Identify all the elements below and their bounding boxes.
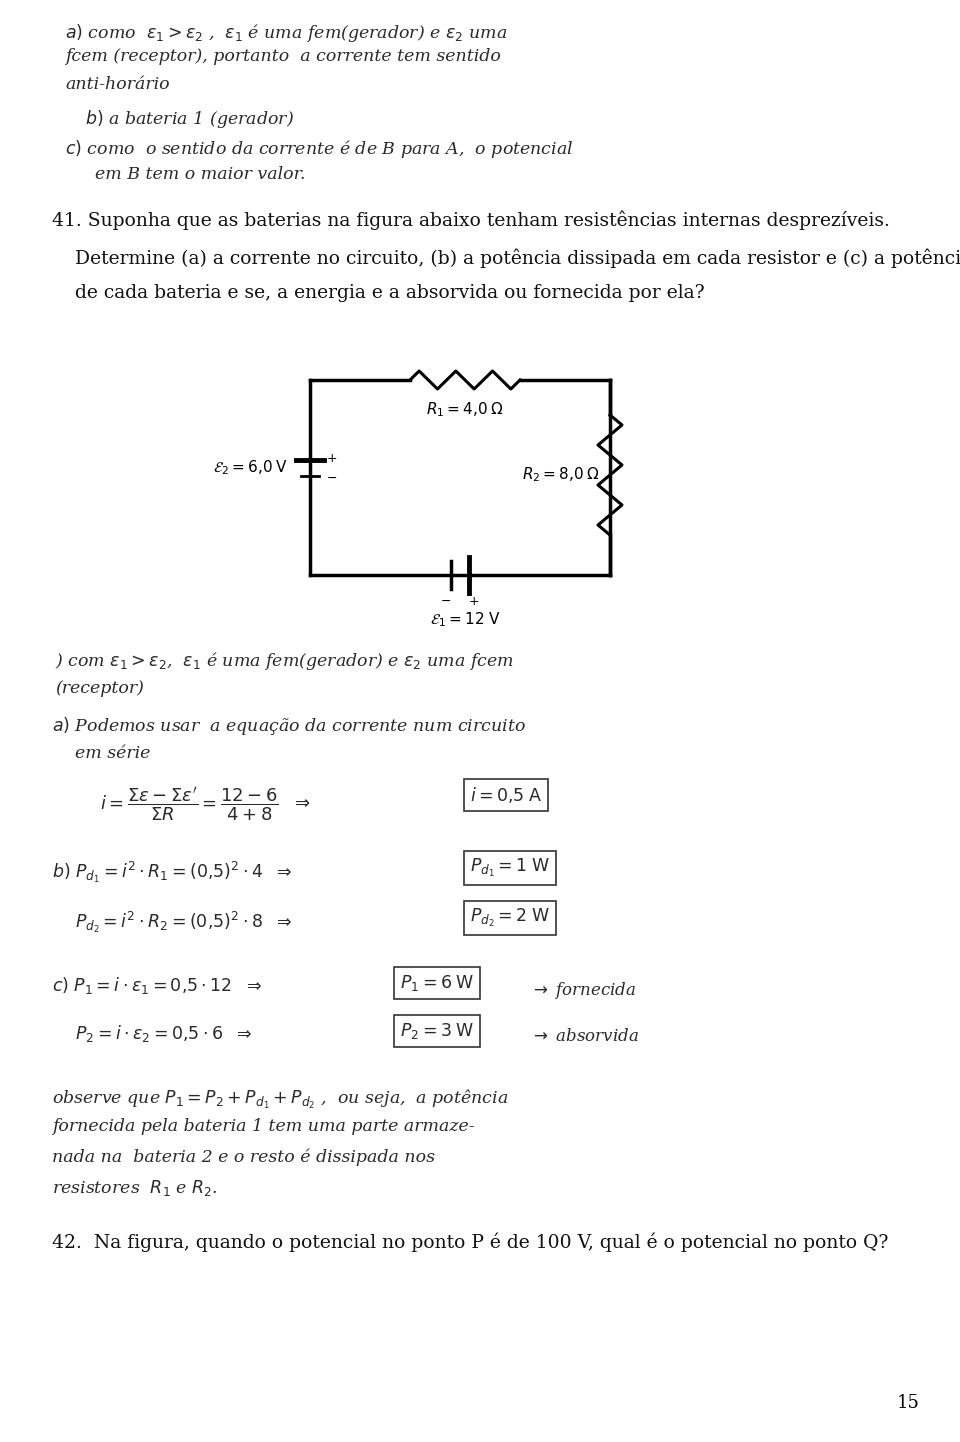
Text: fcem (receptor), portanto  a corrente tem sentido: fcem (receptor), portanto a corrente tem…: [65, 48, 501, 65]
Text: $i = \dfrac{\Sigma\varepsilon - \Sigma\varepsilon'}{\Sigma R} = \dfrac{12 - 6}{4: $i = \dfrac{\Sigma\varepsilon - \Sigma\v…: [100, 784, 310, 822]
Text: observe que $P_1 = P_2 + P_{d_1} + P_{d_2}$ ,  ou seja,  a potência: observe que $P_1 = P_2 + P_{d_1} + P_{d_…: [52, 1089, 509, 1112]
Text: $\rightarrow$ fornecida: $\rightarrow$ fornecida: [530, 981, 636, 1001]
Text: $P_{d_2} = i^2 \cdot R_2 = (0{,}5)^2 \cdot 8$  $\Rightarrow$: $P_{d_2} = i^2 \cdot R_2 = (0{,}5)^2 \cd…: [75, 910, 292, 936]
Text: $R_2 = 8{,}0\;\Omega$: $R_2 = 8{,}0\;\Omega$: [522, 466, 600, 485]
Text: $R_1 = 4{,}0\;\Omega$: $R_1 = 4{,}0\;\Omega$: [426, 399, 504, 418]
Text: (receptor): (receptor): [55, 681, 144, 696]
Text: $P_2 = 3\;\mathrm{W}$: $P_2 = 3\;\mathrm{W}$: [400, 1021, 474, 1041]
Text: resistores  $R_1$ e $R_2$.: resistores $R_1$ e $R_2$.: [52, 1178, 218, 1198]
Text: Determine (a) a corrente no circuito, (b) a potência dissipada em cada resistor : Determine (a) a corrente no circuito, (b…: [75, 248, 960, 268]
Text: fornecida pela bateria 1 tem uma parte armaze-: fornecida pela bateria 1 tem uma parte a…: [52, 1118, 474, 1135]
Text: $b)$ $P_{d_1} = i^2 \cdot R_1 = (0{,}5)^2 \cdot 4$  $\Rightarrow$: $b)$ $P_{d_1} = i^2 \cdot R_1 = (0{,}5)^…: [52, 859, 293, 885]
Text: $P_{d_1} = 1\;\mathrm{W}$: $P_{d_1} = 1\;\mathrm{W}$: [470, 857, 550, 880]
Text: +: +: [327, 451, 338, 464]
Text: $c)$ como  o sentido da corrente é de B para A,  o potencial: $c)$ como o sentido da corrente é de B p…: [65, 138, 573, 160]
Text: $P_{d_2} = 2\;\mathrm{W}$: $P_{d_2} = 2\;\mathrm{W}$: [470, 907, 550, 929]
Text: 41. Suponha que as baterias na figura abaixo tenham resistências internas despre: 41. Suponha que as baterias na figura ab…: [52, 211, 890, 229]
Text: $b)$ a bateria 1 (gerador): $b)$ a bateria 1 (gerador): [85, 108, 294, 130]
Text: anti-horário: anti-horário: [65, 76, 170, 92]
Text: $\mathcal{E}_1 = 12\;\mathrm{V}$: $\mathcal{E}_1 = 12\;\mathrm{V}$: [430, 610, 500, 629]
Text: de cada bateria e se, a energia e a absorvida ou fornecida por ela?: de cada bateria e se, a energia e a abso…: [75, 284, 705, 301]
Text: 15: 15: [898, 1394, 920, 1412]
Text: −: −: [327, 472, 338, 485]
Text: em série: em série: [75, 746, 151, 761]
Text: $\overset{}{a)}$ como  $\varepsilon_1 > \varepsilon_2$ ,  $\varepsilon_1$ é uma : $\overset{}{a)}$ como $\varepsilon_1 > \…: [65, 20, 508, 45]
Text: −: −: [441, 596, 451, 609]
Text: 42.  Na figura, quando o potencial no ponto P é de 100 V, qual é o potencial no : 42. Na figura, quando o potencial no pon…: [52, 1233, 888, 1253]
Text: $P_1 = 6\;\mathrm{W}$: $P_1 = 6\;\mathrm{W}$: [400, 973, 474, 994]
Text: em B tem o maior valor.: em B tem o maior valor.: [95, 166, 305, 183]
Text: +: +: [468, 596, 479, 609]
Text: nada na  bateria 2 e o resto é dissipada nos: nada na bateria 2 e o resto é dissipada …: [52, 1148, 435, 1165]
Text: $\rightarrow$ absorvida: $\rightarrow$ absorvida: [530, 1028, 639, 1045]
Text: $a)$ Podemos usar  a equação da corrente num circuito: $a)$ Podemos usar a equação da corrente …: [52, 715, 526, 737]
Text: ) com $\varepsilon_1 > \varepsilon_2$,  $\varepsilon_1$ é uma fem(gerador) e $\v: ) com $\varepsilon_1 > \varepsilon_2$, $…: [55, 650, 514, 672]
Text: $i = 0{,}5\;\mathrm{A}$: $i = 0{,}5\;\mathrm{A}$: [470, 784, 542, 805]
Text: $c)$ $P_1 = i \cdot \varepsilon_1 = 0{,}5 \cdot 12$  $\Rightarrow$: $c)$ $P_1 = i \cdot \varepsilon_1 = 0{,}…: [52, 975, 262, 996]
Text: $P_2 = i \cdot \varepsilon_2 = 0{,}5 \cdot 6$  $\Rightarrow$: $P_2 = i \cdot \varepsilon_2 = 0{,}5 \cd…: [75, 1022, 252, 1044]
Text: $\mathcal{E}_2 = 6{,}0\;\mathrm{V}$: $\mathcal{E}_2 = 6{,}0\;\mathrm{V}$: [213, 459, 288, 477]
